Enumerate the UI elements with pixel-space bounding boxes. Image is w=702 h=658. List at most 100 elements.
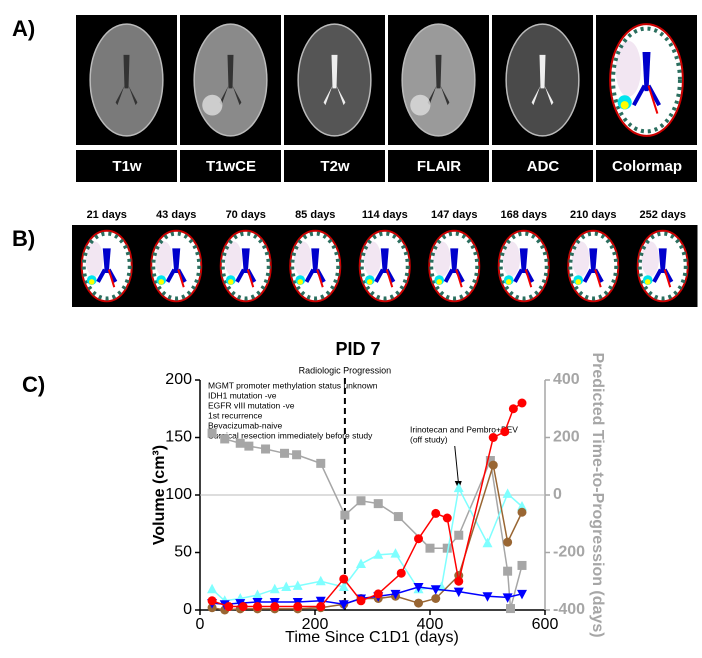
image-caption: T1w [112, 158, 142, 175]
brain-region [154, 241, 173, 277]
vessel [524, 269, 533, 288]
note: Bevacizumab-naive [208, 420, 282, 430]
point [488, 460, 498, 470]
brain-region [502, 241, 520, 277]
ventricle [427, 54, 450, 106]
point [431, 508, 441, 518]
vessel [316, 269, 324, 288]
image-caption: 252 days [640, 209, 686, 221]
point [442, 513, 452, 523]
x-axis-label: Time Since C1D1 (days) [285, 629, 459, 646]
point [442, 543, 452, 553]
y-tick-label: 0 [183, 601, 192, 618]
ventricle [311, 248, 320, 274]
point [224, 602, 234, 612]
lesion-core [158, 279, 165, 285]
lesion-core [644, 279, 651, 285]
edge [568, 231, 619, 301]
image-caption: 210 days [570, 209, 616, 221]
edge [611, 26, 682, 134]
note: EGFR vIII mutation -ve [208, 400, 295, 410]
lesion [202, 94, 223, 116]
ventricle [589, 248, 598, 274]
x-tick-label: 600 [532, 616, 559, 633]
point [340, 510, 350, 520]
point [393, 512, 403, 522]
point [292, 580, 303, 590]
point [454, 530, 464, 540]
point [238, 602, 248, 612]
brain-region [224, 241, 242, 277]
brain-region [432, 241, 451, 277]
note: MGMT promoter methylation status unknown [208, 380, 378, 390]
point [235, 438, 245, 448]
point [270, 602, 280, 612]
point [508, 404, 518, 414]
point [339, 574, 349, 584]
ventricle [531, 54, 554, 106]
ventricle [658, 248, 667, 274]
ventricle [519, 248, 528, 274]
edge [429, 231, 480, 301]
image-caption: ADC [527, 158, 560, 175]
y2-tick-label: -200 [553, 544, 585, 561]
point [252, 589, 263, 600]
point [482, 592, 493, 602]
image-caption: 168 days [501, 209, 547, 221]
point [281, 581, 292, 591]
point [207, 596, 217, 606]
brain-region [641, 241, 659, 277]
point [269, 583, 280, 594]
note: Surgical resection immediately before st… [208, 430, 373, 440]
point [244, 441, 254, 451]
ventricle [380, 248, 389, 274]
panel-label: B) [12, 226, 35, 251]
image-caption: Colormap [612, 158, 682, 175]
lesion-core [575, 279, 582, 285]
series-line [211, 485, 523, 602]
image-caption-bg [596, 150, 697, 182]
vessel [246, 269, 255, 288]
panel-label: C) [22, 372, 45, 397]
y-tick-label: 200 [165, 371, 192, 388]
vessel [107, 269, 116, 288]
ventricle [323, 54, 346, 106]
point [316, 458, 326, 468]
point [503, 566, 513, 576]
image-caption: FLAIR [417, 158, 461, 175]
lesion [410, 94, 431, 116]
point [338, 581, 349, 591]
image-caption: T1wCE [206, 158, 256, 175]
annotation: (off study) [410, 434, 448, 444]
point [413, 583, 424, 593]
point [436, 581, 447, 591]
vessel [647, 85, 659, 114]
edge [81, 231, 132, 301]
image-caption: 70 days [226, 209, 266, 221]
y2-axis-label: Predicted Time-to-Progression (days) [589, 352, 606, 637]
point [390, 548, 401, 558]
point [207, 583, 218, 594]
y-axis-label: Volume (cm³) [151, 445, 168, 545]
chart-title: PID 7 [335, 339, 380, 359]
vessel [177, 269, 185, 288]
image-caption-bg [492, 150, 593, 182]
y2-tick-label: 200 [553, 429, 580, 446]
image-caption-bg [76, 150, 177, 182]
vessel [594, 269, 602, 288]
y-tick-label: 50 [174, 544, 192, 561]
edge [359, 231, 410, 301]
ventricle [102, 248, 111, 274]
ventricle [241, 248, 250, 274]
point [453, 482, 464, 493]
point [500, 427, 510, 437]
x-tick-label: 0 [196, 616, 205, 633]
image-caption: 114 days [362, 209, 408, 221]
lesion-core [366, 279, 373, 285]
point [315, 596, 326, 607]
point [502, 593, 513, 603]
note: IDH1 mutation -ve [208, 390, 277, 400]
point [315, 575, 326, 586]
panel-label: A) [12, 16, 35, 41]
